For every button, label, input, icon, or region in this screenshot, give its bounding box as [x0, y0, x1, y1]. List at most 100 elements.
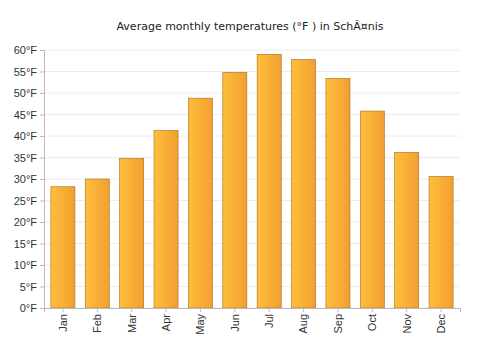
x-tick-label: Sep [332, 314, 344, 334]
y-tick-mark [40, 158, 44, 159]
y-tick: 0°F [20, 302, 44, 314]
x-tick-label: Nov [401, 314, 413, 334]
y-tick: 55°F [14, 66, 44, 78]
x-tick-mark [200, 308, 201, 312]
bar [395, 152, 419, 308]
y-tick-label: 60°F [14, 44, 38, 56]
y-tick-label: 20°F [14, 216, 38, 228]
y-tick: 15°F [14, 238, 44, 250]
y-tick-mark [40, 179, 44, 180]
x-tick: Nov [401, 308, 413, 334]
y-tick-label: 45°F [14, 109, 38, 121]
y-tick: 25°F [14, 195, 44, 207]
y-tick-label: 25°F [14, 195, 38, 207]
bar [154, 130, 178, 308]
x-tick-mark [337, 308, 338, 312]
chart: Average monthly temperatures (°F ) in Sc… [0, 0, 500, 350]
y-tick-mark [40, 201, 44, 202]
x-axis-line [45, 309, 461, 313]
y-tick-label: 30°F [14, 173, 38, 185]
x-tick-label: Aug [297, 314, 309, 334]
y-tick: 40°F [14, 130, 44, 142]
bars [51, 54, 453, 308]
y-tick-label: 55°F [14, 66, 38, 78]
y-tick-mark [40, 244, 44, 245]
bar [429, 176, 453, 308]
y-tick: 5°F [20, 281, 44, 293]
title: Average monthly temperatures (°F ) in Sc… [116, 20, 383, 33]
bar [51, 187, 75, 308]
x-tick-label: Jun [229, 314, 241, 332]
plot: 0°F 5°F 10°F 15°F 20°F 25°F 30°F 35°F 40°F 45°F 50… [14, 44, 461, 335]
x-tick: Aug [297, 308, 309, 334]
bar [257, 54, 281, 308]
x-tick-mark [303, 308, 304, 312]
y-tick: 35°F [14, 152, 44, 164]
y-tick-mark [40, 115, 44, 116]
y-tick: 20°F [14, 216, 44, 228]
x-tick-mark [97, 308, 98, 312]
bar [292, 59, 316, 308]
y-tick-mark [40, 72, 44, 73]
y-tick-mark [40, 50, 44, 51]
y-tick-label: 15°F [14, 238, 38, 250]
x-tick: Feb [91, 308, 103, 333]
x-tick-mark [131, 308, 132, 312]
x-tick-label: Feb [91, 314, 103, 333]
y-tick: 60°F [14, 44, 44, 56]
y-tick-mark [40, 93, 44, 94]
grid-line [44, 136, 460, 137]
y-axis: 0°F 5°F 10°F 15°F 20°F 25°F 30°F 35°F 40°F 45°F 50… [14, 44, 45, 314]
y-tick-label: 5°F [20, 281, 38, 293]
x-tick: Jan [57, 308, 69, 332]
x-axis: Jan Feb Mar Apr May Jun Jul Aug Sep Oct Nov Dec [45, 308, 461, 335]
x-tick-label: Mar [126, 314, 138, 333]
x-tick-mark [441, 308, 442, 312]
x-tick-label: May [194, 314, 206, 335]
x-tick-mark [269, 308, 270, 312]
bar [188, 98, 212, 308]
x-tick: Jun [229, 308, 241, 332]
x-tick-label: Jan [57, 314, 69, 332]
y-tick-mark [40, 265, 44, 266]
y-tick: 50°F [14, 87, 44, 99]
x-tick: Jul [263, 308, 275, 328]
x-tick-mark [406, 308, 407, 312]
x-tick: Dec [435, 308, 447, 334]
x-tick: Mar [126, 308, 138, 333]
grid-line [44, 71, 460, 72]
bar [326, 78, 350, 308]
grid-line [44, 93, 460, 94]
x-tick: Apr [160, 308, 172, 331]
x-tick-label: Oct [366, 314, 378, 331]
y-tick-label: 10°F [14, 259, 38, 271]
bar [120, 158, 144, 308]
x-tick: May [194, 308, 206, 335]
y-tick: 30°F [14, 173, 44, 185]
y-tick-mark [40, 222, 44, 223]
grid [44, 50, 460, 308]
y-tick: 10°F [14, 259, 44, 271]
x-tick-mark [166, 308, 167, 312]
bar [223, 72, 247, 308]
grid-line [44, 114, 460, 115]
y-tick-mark [40, 308, 44, 309]
x-tick-label: Jul [263, 314, 275, 328]
x-tick: Sep [332, 308, 344, 334]
bar [360, 111, 384, 308]
y-tick-mark [40, 136, 44, 137]
y-tick-label: 50°F [14, 87, 38, 99]
x-tick-label: Dec [435, 314, 447, 334]
y-tick: 45°F [14, 109, 44, 121]
x-tick-mark [62, 308, 63, 312]
grid-line [44, 50, 460, 51]
bar [85, 179, 109, 308]
x-tick-label: Apr [160, 314, 172, 331]
y-tick-label: 0°F [20, 302, 38, 314]
x-tick-mark [372, 308, 373, 312]
x-tick: Oct [366, 308, 378, 331]
y-tick-mark [40, 287, 44, 288]
y-tick-label: 40°F [14, 130, 38, 142]
y-tick-label: 35°F [14, 152, 38, 164]
x-tick-mark [234, 308, 235, 312]
